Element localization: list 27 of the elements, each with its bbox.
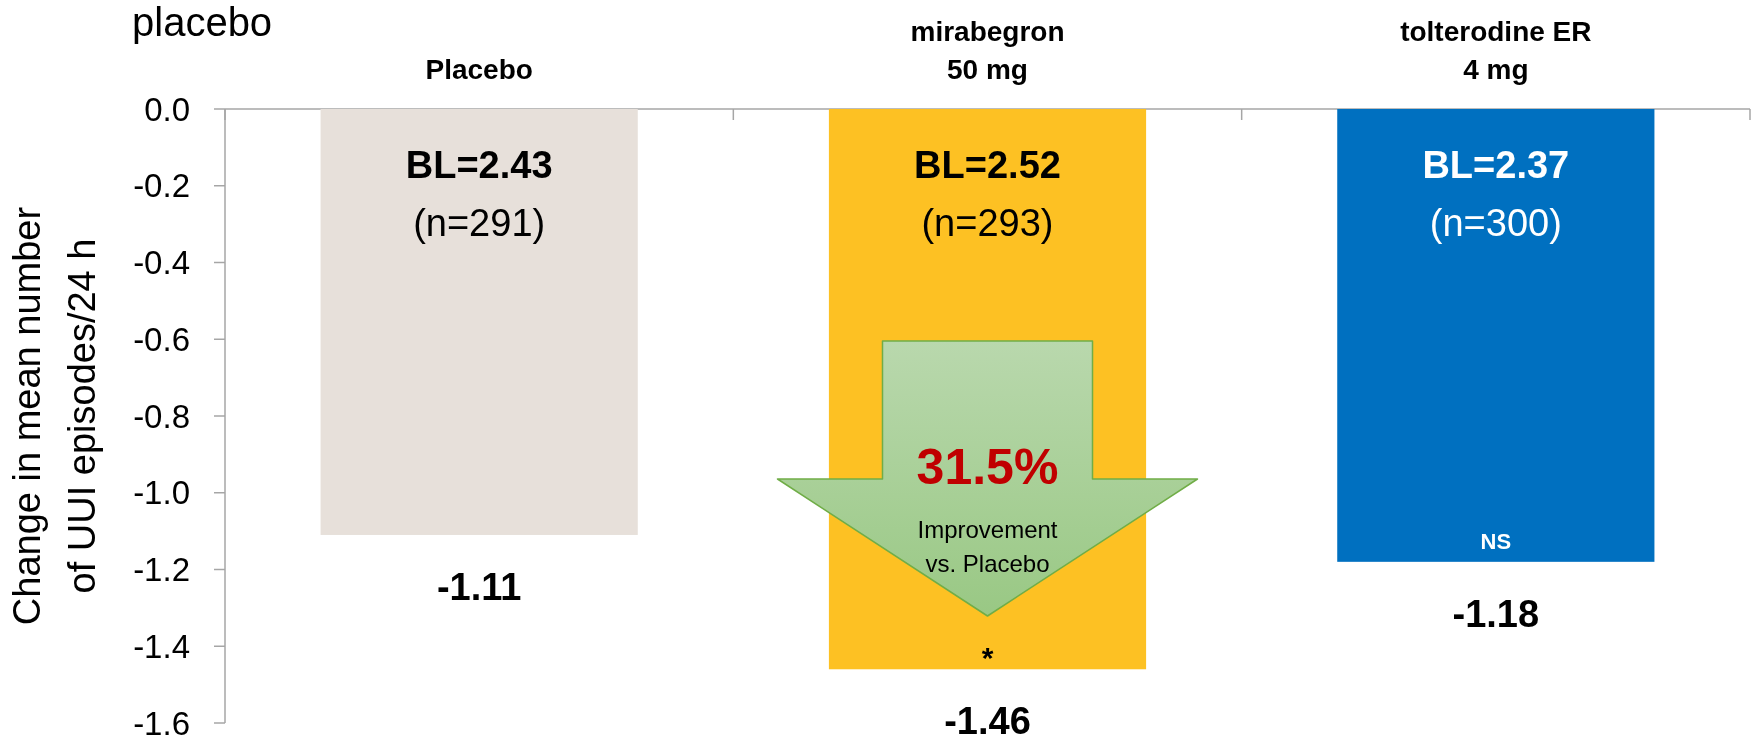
annotation: Improvement vs. Placebo: [917, 515, 1058, 577]
annotation: (n=293): [921, 202, 1054, 244]
data-label: -1.18: [1452, 592, 1540, 635]
x-tick-label: Placebo: [425, 54, 533, 85]
annotation: BL=2.37: [1422, 144, 1570, 186]
y-tick-label: -1.2: [133, 551, 190, 588]
y-axis-title: Change in mean number of UUI episodes/24 h: [6, 206, 103, 626]
annotation: (n=291): [413, 202, 546, 244]
y-tick-label: -0.2: [133, 167, 190, 205]
y-tick-label: -1.6: [133, 704, 190, 742]
x-tick-label: tolterodine ER 4 mg: [1400, 16, 1592, 85]
y-tick-label: -0.6: [133, 320, 190, 358]
annotation: BL=2.43: [405, 144, 553, 186]
data-label: -1.11: [436, 565, 522, 608]
data-label: -1.46: [944, 700, 1031, 742]
y-tick-label: -1.4: [133, 627, 190, 665]
chart-title: placebo: [132, 0, 273, 44]
y-tick-label: -0.4: [133, 244, 190, 281]
y-tick-label: -1.0: [133, 474, 190, 512]
y-tick-label: -0.8: [133, 397, 190, 435]
annotation: *: [981, 640, 994, 674]
annotation: NS: [1480, 528, 1512, 554]
annotation: (n=300): [1429, 202, 1562, 244]
annotation: BL=2.52: [914, 144, 1061, 186]
x-tick-label: mirabegron 50 mg: [910, 16, 1065, 85]
y-tick-label: 0.0: [144, 90, 190, 128]
annotation: 31.5%: [916, 439, 1059, 495]
